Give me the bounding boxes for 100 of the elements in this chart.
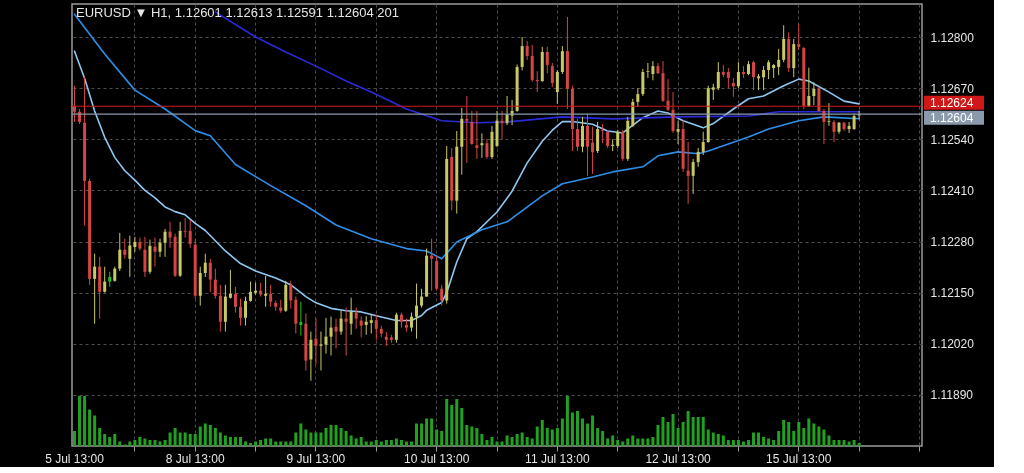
bar bbox=[178, 432, 182, 446]
bar bbox=[691, 417, 695, 446]
y-tick-label: 1.12670 bbox=[930, 81, 975, 96]
candlestick bbox=[480, 132, 484, 159]
bar bbox=[797, 422, 801, 446]
bar bbox=[354, 438, 358, 446]
candlestick bbox=[123, 238, 127, 260]
bar bbox=[153, 440, 157, 446]
bar bbox=[374, 440, 378, 446]
candlestick bbox=[329, 316, 333, 357]
candlestick bbox=[716, 61, 720, 91]
bar bbox=[294, 432, 298, 446]
candlestick bbox=[591, 126, 595, 175]
candlestick bbox=[359, 316, 363, 338]
bar bbox=[666, 422, 670, 446]
bar bbox=[661, 417, 665, 446]
candlestick bbox=[782, 24, 786, 63]
bar bbox=[480, 434, 484, 446]
bar bbox=[777, 431, 781, 446]
ref-line-label: 1.12604 bbox=[930, 110, 974, 125]
candlestick bbox=[430, 238, 434, 292]
bar bbox=[83, 396, 87, 446]
bar bbox=[671, 414, 675, 446]
bar bbox=[349, 435, 353, 446]
bar bbox=[138, 437, 142, 446]
candlestick bbox=[696, 147, 700, 168]
bar bbox=[535, 426, 539, 446]
bar bbox=[641, 438, 645, 446]
bar bbox=[415, 423, 419, 446]
bar bbox=[570, 412, 574, 446]
candlestick bbox=[726, 67, 730, 89]
chart-title: EURUSD ▼ H1, 1.12601 1.12613 1.12591 1.12604 201 bbox=[76, 5, 399, 20]
bar bbox=[339, 428, 343, 446]
bar bbox=[842, 440, 846, 446]
candlestick bbox=[153, 237, 157, 268]
candlestick bbox=[601, 123, 605, 144]
candlestick bbox=[133, 236, 137, 253]
bar bbox=[163, 440, 167, 446]
bar bbox=[173, 428, 177, 446]
bar bbox=[233, 437, 237, 446]
candlestick bbox=[349, 297, 353, 336]
candlestick bbox=[475, 110, 479, 160]
bar bbox=[133, 440, 137, 446]
bar bbox=[681, 422, 685, 446]
candlestick bbox=[545, 46, 549, 74]
bar bbox=[736, 440, 740, 446]
candlestick bbox=[817, 86, 821, 113]
bar bbox=[832, 440, 836, 446]
bar bbox=[782, 420, 786, 446]
bar bbox=[706, 429, 710, 446]
bar bbox=[716, 434, 720, 446]
bar bbox=[103, 434, 107, 446]
candlestick bbox=[792, 38, 796, 78]
candlestick bbox=[827, 102, 831, 127]
candlestick bbox=[198, 266, 202, 307]
y-tick-label: 1.11890 bbox=[930, 388, 974, 403]
bar bbox=[696, 417, 700, 446]
bar bbox=[772, 440, 776, 446]
bar bbox=[485, 440, 489, 446]
bar bbox=[827, 435, 831, 446]
bar bbox=[269, 438, 273, 446]
bar bbox=[465, 425, 469, 446]
bar bbox=[530, 438, 534, 446]
bar bbox=[238, 437, 242, 446]
bar bbox=[767, 438, 771, 446]
bar bbox=[817, 426, 821, 446]
bar bbox=[757, 432, 761, 446]
bar bbox=[686, 411, 690, 446]
bar bbox=[510, 437, 514, 446]
candlestick bbox=[797, 23, 801, 51]
bar bbox=[520, 432, 524, 446]
candlestick bbox=[470, 110, 474, 146]
candlestick bbox=[847, 121, 851, 134]
candlestick bbox=[641, 68, 645, 97]
candlestick bbox=[701, 131, 705, 156]
bar bbox=[626, 438, 630, 446]
bar bbox=[223, 435, 227, 446]
candlestick bbox=[520, 36, 524, 71]
candlestick bbox=[550, 62, 554, 88]
bar bbox=[606, 438, 610, 446]
candlestick bbox=[752, 60, 756, 91]
bar bbox=[596, 428, 600, 446]
candlestick bbox=[651, 60, 655, 81]
bar bbox=[505, 435, 509, 446]
bar bbox=[545, 428, 549, 446]
bar bbox=[425, 418, 429, 446]
y-tick-label: 1.12410 bbox=[930, 183, 975, 198]
candlestick bbox=[525, 40, 529, 61]
candlestick bbox=[264, 275, 268, 308]
candlestick bbox=[616, 129, 620, 149]
candlestick bbox=[420, 288, 424, 309]
bar bbox=[636, 438, 640, 446]
candlestick bbox=[485, 138, 489, 160]
bar bbox=[812, 423, 816, 446]
bar bbox=[420, 423, 424, 446]
bar bbox=[430, 418, 434, 446]
candlestick bbox=[575, 118, 579, 152]
bar bbox=[183, 432, 187, 446]
bar bbox=[329, 425, 333, 446]
bar bbox=[93, 415, 97, 446]
